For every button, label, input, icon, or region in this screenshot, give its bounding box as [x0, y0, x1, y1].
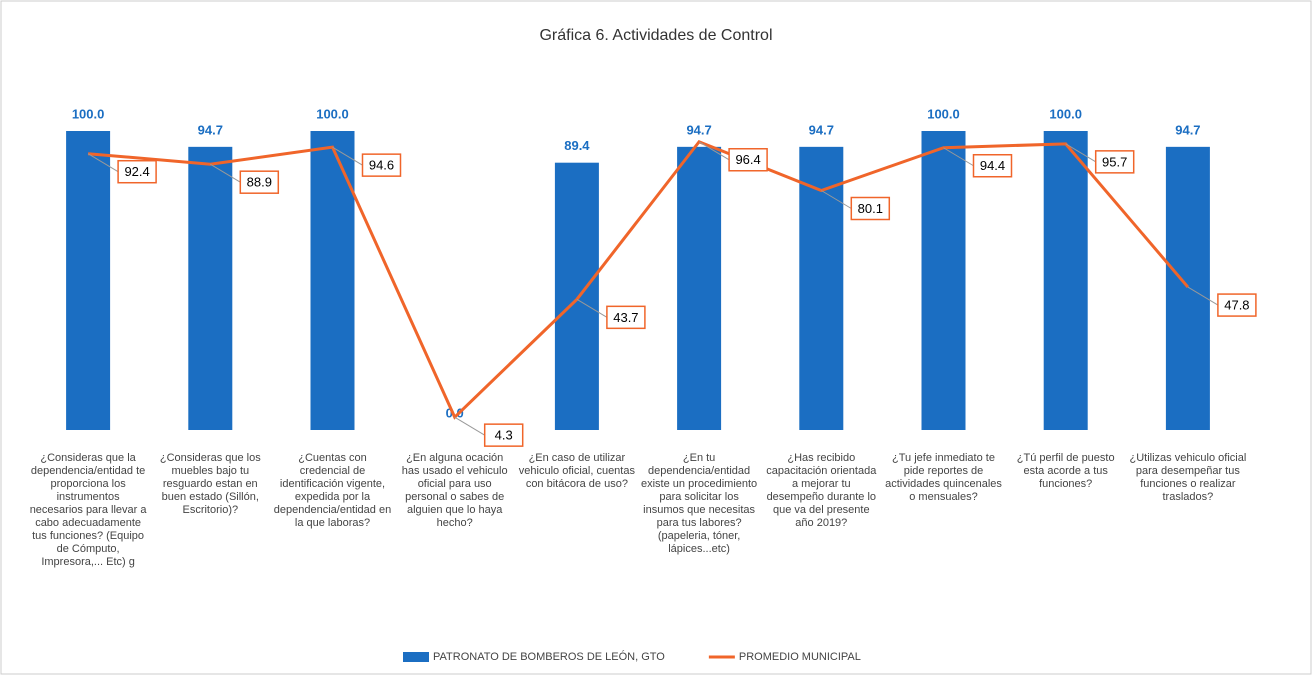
leader	[1187, 286, 1219, 306]
leader	[821, 190, 852, 209]
data-label: 88.9	[247, 175, 272, 190]
bar	[188, 146, 233, 431]
data-label: 89.4	[564, 138, 590, 153]
legend-label: PATRONATO DE BOMBEROS DE LEÓN, GTO	[433, 650, 665, 663]
x-tick-label: ¿En caso de utilizar vehiculo oficial, c…	[518, 452, 635, 490]
data-label-box	[483, 423, 524, 447]
data-label-box	[117, 159, 157, 184]
x-tick-label: ¿Consideras que los muebles bajo tu resg…	[159, 452, 261, 516]
data-label: 94.7	[809, 122, 834, 137]
bar	[921, 131, 966, 430]
data-label: 100.0	[927, 106, 960, 121]
data-label: 94.7	[198, 122, 223, 137]
x-tick-label: ¿Cuentas con credencial de identificació…	[273, 452, 392, 529]
leader	[210, 163, 241, 183]
x-tick-label: ¿En alguna ocación has usado el vehiculo…	[401, 452, 508, 529]
bar	[554, 162, 599, 430]
data-label: 100.0	[316, 106, 349, 121]
data-label-box	[361, 153, 402, 177]
data-label: 96.4	[735, 152, 760, 167]
legend-label: PROMEDIO MUNICIPAL	[739, 651, 861, 663]
data-label-box	[1217, 293, 1257, 317]
data-label: 47.8	[1224, 298, 1249, 313]
x-tick-label: ¿Has recibido capacitación orientada a m…	[766, 452, 877, 529]
leader	[1065, 143, 1096, 163]
data-label-box	[606, 305, 646, 330]
data-label-box	[728, 148, 768, 172]
bar	[1043, 131, 1088, 430]
data-label: 80.1	[858, 201, 883, 216]
x-tick-label: ¿Consideras que la dependencia/entidad t…	[29, 452, 147, 568]
leader	[576, 298, 608, 318]
legend-swatch	[403, 652, 429, 662]
data-label-box	[972, 153, 1013, 178]
leader	[698, 141, 730, 161]
leader	[332, 146, 363, 166]
data-label: 43.7	[613, 310, 638, 325]
leader	[87, 153, 119, 173]
data-label-box	[1094, 150, 1135, 174]
data-label-box	[239, 170, 280, 194]
bar	[799, 146, 844, 431]
leader	[943, 147, 974, 167]
data-label: 92.4	[124, 164, 149, 179]
bar	[677, 146, 722, 431]
data-label: 100.0	[1049, 106, 1082, 121]
data-label: 4.3	[495, 428, 513, 443]
x-tick-label: ¿Tú perfil de puesto esta acorde a tus f…	[1016, 452, 1115, 490]
x-tick-label: ¿Tu jefe inmediato te pide reportes de a…	[885, 452, 1002, 503]
data-label: 95.7	[1102, 154, 1127, 169]
x-tick-label: ¿Utilizas vehiculo oficial para desempeñ…	[1129, 452, 1247, 503]
leader	[454, 416, 485, 436]
data-label-box	[850, 196, 891, 221]
data-label: 94.7	[686, 122, 711, 137]
data-label: 94.4	[980, 158, 1005, 173]
data-label: 94.6	[369, 158, 394, 173]
bar	[66, 131, 111, 430]
bar	[310, 131, 355, 430]
x-tick-label: ¿En tu dependencia/entidad existe un pro…	[641, 452, 758, 555]
line	[87, 139, 1190, 420]
data-label: 100.0	[72, 106, 105, 121]
data-label: 94.7	[1175, 122, 1200, 137]
bar	[1165, 146, 1210, 431]
chart-title: Gráfica 6. Actividades de Control	[539, 27, 772, 44]
